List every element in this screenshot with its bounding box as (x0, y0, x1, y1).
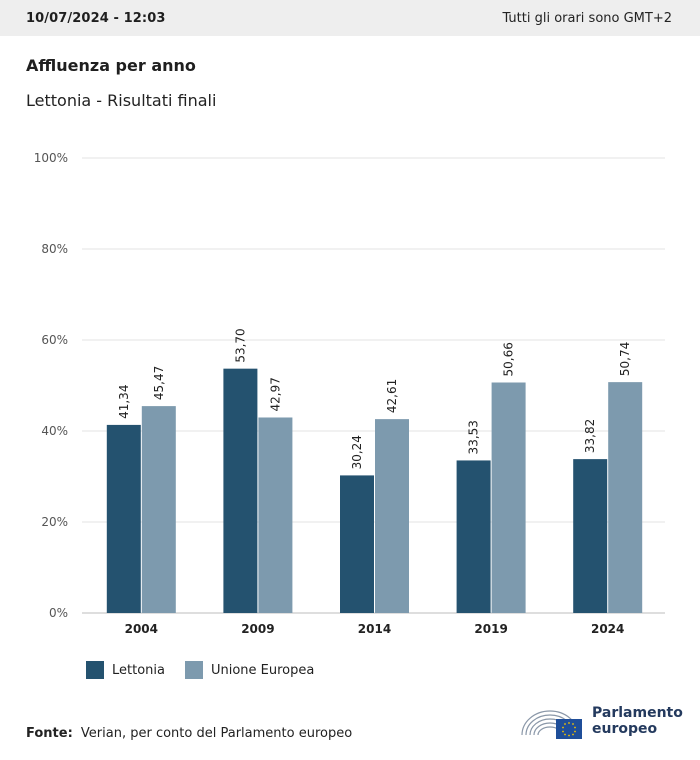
legend-label-lettonia: Lettonia (112, 662, 165, 678)
x-tick-label: 2024 (591, 622, 624, 636)
legend-label-unione-europea: Unione Europea (210, 662, 315, 678)
data-label: 42,97 (268, 377, 282, 411)
chart-subtitle: Lettonia - Risultati finali (26, 91, 217, 110)
x-tick-label: 2009 (241, 622, 274, 636)
bar (608, 382, 643, 613)
bar (375, 419, 409, 613)
timezone-note: Tutti gli orari sono GMT+2 (502, 10, 672, 26)
source-note: Fonte: Verian, per conto del Parlamento … (26, 726, 352, 741)
data-label: 50,74 (618, 342, 632, 376)
data-label: 53,70 (233, 328, 247, 362)
y-tick-label: 60% (41, 333, 68, 347)
bar (491, 382, 526, 613)
parliament-logo: Parlamento europeo (520, 700, 690, 742)
bar (141, 406, 176, 613)
legend-item-unione-europea: Unione Europea (184, 661, 315, 679)
chart-legend: Lettonia Unione Europea (86, 661, 334, 679)
bar (573, 459, 608, 613)
legend-item-lettonia: Lettonia (86, 661, 165, 679)
source-label: Fonte: (26, 726, 73, 741)
legend-swatch-lettonia (86, 661, 104, 679)
bar (258, 417, 293, 613)
y-tick-label: 100% (34, 151, 68, 165)
data-label: 50,66 (502, 342, 516, 376)
bar (106, 424, 141, 613)
bar (223, 368, 258, 613)
data-label: 33,53 (467, 420, 481, 454)
data-label: 45,47 (152, 366, 166, 400)
bar (340, 475, 374, 613)
y-tick-label: 0% (49, 606, 68, 620)
data-label: 33,82 (583, 419, 597, 453)
data-label: 30,24 (350, 435, 364, 469)
x-tick-label: 2019 (474, 622, 507, 636)
source-text: Verian, per conto del Parlamento europeo (80, 726, 353, 741)
bar (456, 460, 491, 613)
logo-text: Parlamento europeo (592, 705, 683, 737)
top-bar: 10/07/2024 - 12:03 Tutti gli orari sono … (0, 0, 700, 36)
x-tick-label: 2004 (125, 622, 158, 636)
y-tick-label: 20% (41, 515, 68, 529)
parliament-hemicycle-icon (521, 710, 582, 739)
chart-title: Affluenza per anno (26, 56, 196, 75)
data-label: 41,34 (117, 385, 131, 419)
logo-line-1: Parlamento (592, 705, 683, 721)
datetime-label: 10/07/2024 - 12:03 (26, 10, 166, 26)
logo-line-2: europeo (592, 721, 658, 737)
turnout-bar-chart: 0% 20% 40% 60% 80% 100% 41,34 45,47 2004 53,70 42,… (34, 151, 665, 636)
x-tick-label: 2014 (358, 622, 391, 636)
data-label: 42,61 (385, 379, 399, 413)
y-tick-label: 80% (41, 242, 68, 256)
legend-swatch-unione-europea (184, 661, 203, 679)
y-tick-label: 40% (41, 424, 68, 438)
